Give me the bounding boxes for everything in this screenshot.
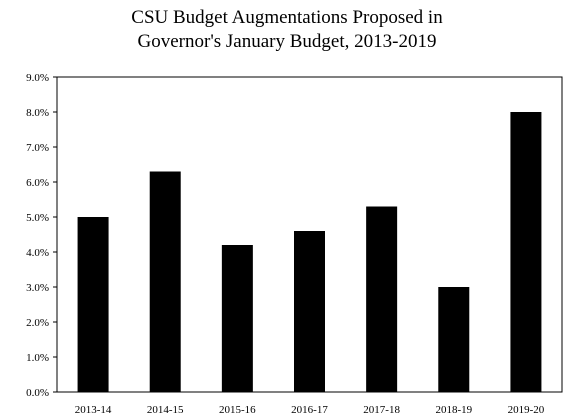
x-tick-label: 2018-19 [435,404,472,416]
chart-title: CSU Budget Augmentations Proposed in Gov… [0,6,574,54]
x-tick-label: 2016-17 [291,404,328,416]
y-tick-label: 5.0% [26,212,49,224]
x-tick-label: 2019-20 [508,404,545,416]
bar-2016-17 [294,231,325,392]
y-tick-label: 6.0% [26,177,49,189]
bar-2018-19 [438,287,470,392]
y-tick-label: 1.0% [26,352,49,364]
y-tick-label: 7.0% [26,142,49,154]
y-axis: 0.0% 1.0% 2.0% 3.0% 4.0% 5.0% 6.0% 7.0% 8.0% 9.0% [26,72,57,399]
y-tick-label: 4.0% [26,247,49,259]
bar-2014-15 [149,171,181,392]
bar-2013-14 [77,217,109,392]
bar-2017-18 [366,206,398,392]
y-tick-label: 9.0% [26,72,49,84]
y-tick-label: 0.0% [26,387,49,399]
x-tick-label: 2015-16 [219,404,256,416]
chart-title-line-2: Governor's January Budget, 2013-2019 [137,31,437,52]
x-axis: 2013-14 2014-15 2015-16 2016-17 2017-18 2018-… [75,404,545,416]
x-tick-label: 2014-15 [147,404,184,416]
x-tick-label: 2017-18 [363,404,400,416]
bars [77,112,542,392]
x-tick-label: 2013-14 [75,404,112,416]
chart-title-line-1: CSU Budget Augmentations Proposed in [131,7,443,28]
y-tick-label: 2.0% [26,317,49,329]
bar-2015-16 [221,245,253,392]
bar-2019-20 [510,112,542,392]
y-tick-label: 8.0% [26,107,49,119]
y-tick-label: 3.0% [26,282,49,294]
